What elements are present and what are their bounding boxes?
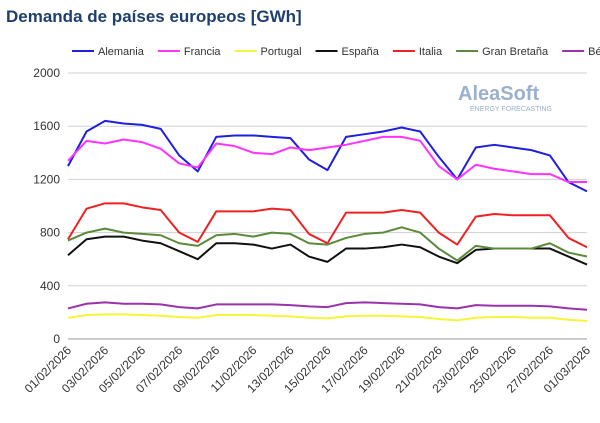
legend-label: España: [342, 46, 380, 58]
series-line: [67, 313, 588, 323]
legend-label: Italia: [419, 46, 443, 58]
y-tick-label: 1600: [33, 119, 60, 133]
series-line: [67, 119, 588, 193]
legend-label: Francia: [184, 46, 222, 58]
y-tick-label: 800: [40, 226, 60, 240]
logo-tagline: ENERGY FORECASTING: [470, 106, 552, 113]
y-tick-label: 1200: [33, 172, 60, 186]
series-line: [67, 301, 588, 311]
legend-label: Alemania: [98, 46, 145, 58]
legend-label: Bélgica: [588, 46, 600, 58]
series-line: [67, 202, 588, 249]
chart-title: Demanda de países europeos [GWh]: [6, 7, 302, 26]
y-tick-label: 2000: [33, 66, 60, 80]
legend-label: Gran Bretaña: [482, 46, 549, 58]
y-tick-label: 0: [53, 332, 60, 346]
series-line: [67, 235, 588, 266]
y-tick-label: 400: [40, 279, 60, 293]
logo-name: AleaSoft: [458, 83, 539, 105]
series-line: [67, 135, 587, 184]
legend-label: Portugal: [261, 46, 302, 58]
series-line: [67, 226, 588, 262]
